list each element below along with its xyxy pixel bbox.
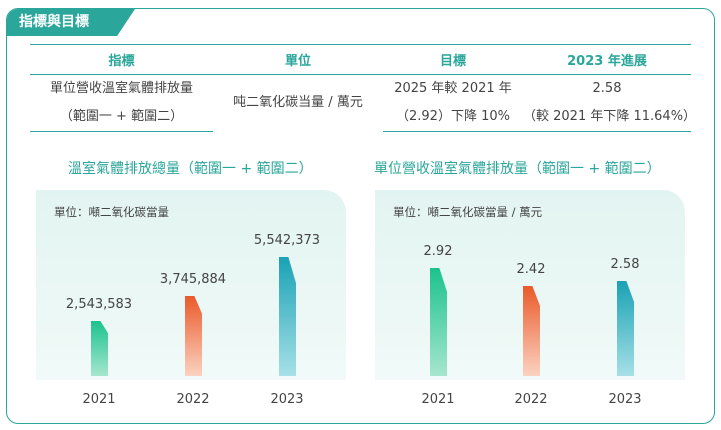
progress-line2: （較 2021 年下降 11.64%） [523,103,696,132]
chart1-title: 溫室氣體排放總量（範圍一 + 範圍二） [68,161,313,177]
indicator-line1: 單位營收溫室氣體排放量 [49,81,193,96]
chart2-bar-2023 [617,281,634,376]
chart1-value-label-2022: 3,745,884 [159,272,227,287]
section-tab: 指標與目標 [7,9,135,36]
chart1-value-label-2023: 5,542,373 [253,233,321,248]
chart2-title: 單位營收溫室氣體排放量（範圍一 + 範圍二） [374,161,661,177]
chart1-bar-2021 [91,321,108,376]
header-indicator: 指標 [30,44,213,75]
progress-line1: 2.58 [592,81,622,96]
target-line2: （2.92）下降 10% [383,103,523,132]
chart1-year-label-2021: 2021 [82,392,116,407]
table-row: （範圍一 + 範圍二） （2.92）下降 10% （較 2021 年下降 11.… [30,103,696,132]
chart2-year-label-2023: 2023 [608,392,642,407]
unit-cell: 吨二氧化碳当量 / 萬元 [233,95,363,111]
chart2-bar-2022 [523,286,540,376]
header-target: 目標 [383,44,523,75]
table-row: 單位營收溫室氣體排放量 吨二氧化碳当量 / 萬元 2025 年較 2021 年 … [30,75,691,110]
header-progress: 2023 年進展 [523,44,691,75]
indicator-line2: （範圍一 + 範圍二） [30,103,213,132]
indicator-table: 指標 單位 目標 2023 年進展 單位營收溫室氣體排放量 吨二氧化碳当量 / … [30,44,696,132]
chart2-bar-2021 [430,268,447,376]
header-unit: 單位 [213,44,383,75]
chart2-unit-label: 單位：噸二氧化碳當量 / 萬元 [393,205,543,219]
chart1-bar-2022 [185,296,202,376]
table-header-row: 指標 單位 目標 2023 年進展 [30,44,691,75]
chart1-value-label-2021: 2,543,583 [65,297,133,312]
chart2-value-label-2021: 2.92 [423,244,453,259]
chart2-year-label-2021: 2021 [421,392,455,407]
section-frame: 指標與目標 [6,8,715,424]
chart2-value-label-2022: 2.42 [516,262,546,277]
chart2-year-label-2022: 2022 [514,392,548,407]
target-line1: 2025 年較 2021 年 [394,81,512,96]
chart1-year-label-2023: 2023 [270,392,304,407]
chart2-value-label-2023: 2.58 [610,257,640,272]
chart1-unit-label: 單位：噸二氧化碳當量 [54,205,169,219]
chart1-bar-2023 [279,257,296,376]
chart1-year-label-2022: 2022 [176,392,210,407]
